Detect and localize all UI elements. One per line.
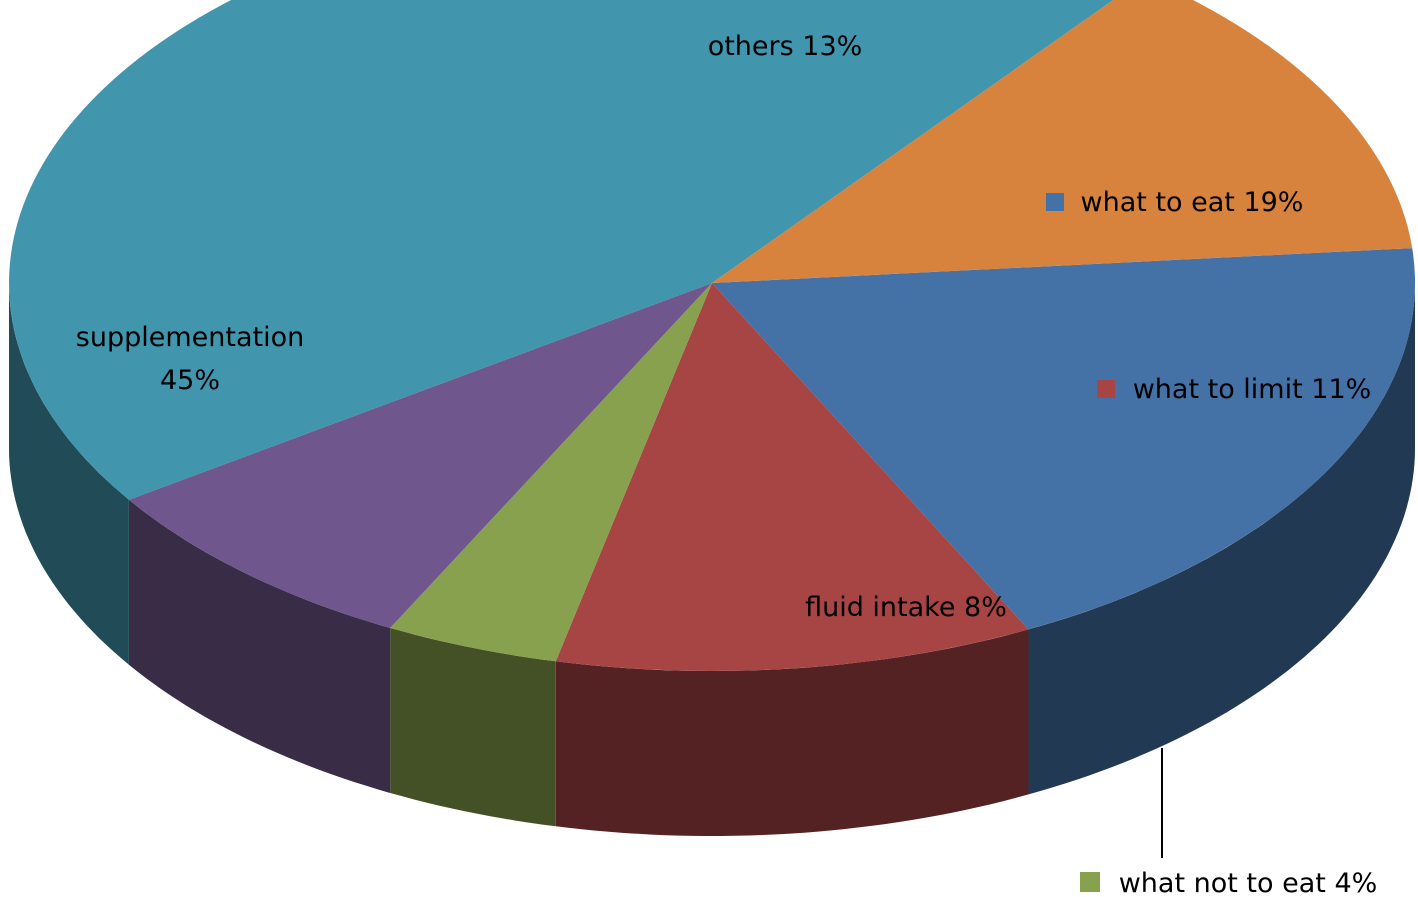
slice-others [712,0,1413,283]
side-what-not-to-eat [390,628,556,827]
slice-supplementation [9,0,1114,500]
slice-what-to-limit [555,283,1029,671]
side-fluid-intake [128,499,391,793]
label-what-not-to-eat: what not to eat 4% [1119,868,1378,897]
label-supplementation-percent: 45% [160,365,220,396]
slice-fluid-intake [128,283,712,628]
label-what-to-limit: what to limit 11% [1133,374,1372,405]
label-key-what-to-eat [1046,193,1064,211]
slice-what-to-eat [712,248,1416,630]
pie-side-layer [9,283,1415,836]
slice-what-not-to-eat [390,283,712,662]
label-key-what-to-limit [1097,380,1115,398]
label-key-supplementation [36,328,54,346]
slice-labels: supplementation 45% others 13% what to e… [36,31,1377,897]
side-what-to-eat [1028,283,1415,795]
side-what-to-limit [555,629,1029,836]
label-fluid-intake: fluid intake 8% [805,592,1007,623]
pie-top-layer [9,0,1416,671]
label-key-what-not-to-eat [1080,872,1100,892]
label-what-to-eat: what to eat 19% [1081,187,1304,218]
label-others: others 13% [708,31,863,62]
label-supplementation: supplementation [76,322,304,353]
side-supplementation [9,283,129,665]
